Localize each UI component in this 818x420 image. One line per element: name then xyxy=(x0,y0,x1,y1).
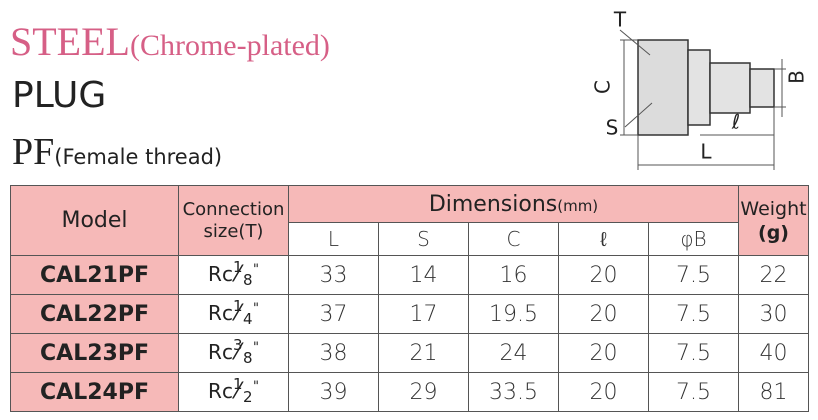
fraction-slash: ⁄ xyxy=(235,379,240,405)
weight-label: Weight xyxy=(740,197,807,220)
dimensions-unit: (mm) xyxy=(557,196,599,215)
model: CAL21PF xyxy=(10,255,179,295)
dimension-value: 33 xyxy=(288,255,379,295)
dimension-value: 21 xyxy=(378,333,469,373)
dimension-value: 14 xyxy=(378,255,469,295)
fraction: 1 ⁄ 8 xyxy=(233,258,253,290)
fraction: 1 ⁄ 2 xyxy=(233,375,253,407)
label-l: L xyxy=(700,140,712,164)
dimension-value: 29 xyxy=(378,372,469,412)
label-t: T xyxy=(613,8,627,32)
label-c: C xyxy=(591,80,615,94)
dimension-header: φB xyxy=(648,222,739,256)
dimension-value: 38 xyxy=(288,333,379,373)
type-note: (Female thread) xyxy=(54,145,223,169)
denominator: 8 xyxy=(242,271,253,290)
connection: Rc 1 ⁄ 2 " xyxy=(178,372,289,412)
dimension-header: S xyxy=(378,222,469,256)
data-row: CAL22PF Rc 1 ⁄ 4 " 37 17 19.5 20 7.5 30 xyxy=(10,294,809,334)
data-row: CAL21PF Rc 1 ⁄ 8 " 33 14 16 20 7.5 22 xyxy=(10,255,809,295)
fraction: 3 ⁄ 8 xyxy=(233,336,253,368)
weight-header: Weight (g) xyxy=(738,185,809,256)
dimension-value: 24 xyxy=(468,333,559,373)
fraction-slash: ⁄ xyxy=(235,340,240,366)
numerator: 1 xyxy=(232,297,243,316)
spec-table: Model Connection size(T) Dimensions(mm) Weig… xyxy=(10,185,809,412)
weight: 30 xyxy=(738,294,809,334)
connection-header-line: size(T) xyxy=(203,220,264,242)
inch-mark: " xyxy=(252,262,259,278)
dimensions-label: Dimensions xyxy=(428,191,558,217)
dimension-value: 20 xyxy=(558,294,649,334)
numerator: 1 xyxy=(232,258,243,277)
model: CAL22PF xyxy=(10,294,179,334)
diagram: T C B S ℓ L xyxy=(591,8,809,170)
numerator: 3 xyxy=(232,336,243,355)
model-header: Model xyxy=(10,185,179,256)
label-l-small: ℓ xyxy=(731,110,740,134)
weight-unit: (g) xyxy=(758,221,789,244)
dimension-value: 33.5 xyxy=(468,372,559,412)
data-row: CAL24PF Rc 1 ⁄ 2 " 39 29 33.5 20 7.5 81 xyxy=(10,372,809,412)
inch-mark: " xyxy=(252,301,259,317)
connection: Rc 1 ⁄ 4 " xyxy=(178,294,289,334)
weight: 22 xyxy=(738,255,809,295)
connection-prefix: Rc xyxy=(208,378,233,403)
data-row: CAL23PF Rc 3 ⁄ 8 " 38 21 24 20 7.5 40 xyxy=(10,333,809,373)
header-row: Model Connection size(T) Dimensions(mm) Weig… xyxy=(10,185,809,256)
subtitle: PLUG xyxy=(12,75,107,116)
dimension-value: 37 xyxy=(288,294,379,334)
denominator: 2 xyxy=(242,388,253,407)
title-line: STEEL(Chrome-plated) xyxy=(10,18,330,65)
label-s: S xyxy=(606,116,619,140)
dimension-value: 39 xyxy=(288,372,379,412)
connection-header-line: Connection xyxy=(182,198,285,220)
model: CAL24PF xyxy=(10,372,179,412)
title: STEEL xyxy=(10,19,130,64)
dimension-header: L xyxy=(288,222,379,256)
connection-prefix: Rc xyxy=(208,300,233,325)
dimension-value: 17 xyxy=(378,294,469,334)
denominator: 8 xyxy=(242,349,253,368)
connection-prefix: Rc xyxy=(208,261,233,286)
type-line: PF(Female thread) xyxy=(12,130,222,174)
model: CAL23PF xyxy=(10,333,179,373)
dimension-value: 7.5 xyxy=(648,255,739,295)
fraction-slash: ⁄ xyxy=(235,262,240,288)
connection: Rc 3 ⁄ 8 " xyxy=(178,333,289,373)
connection: Rc 1 ⁄ 8 " xyxy=(178,255,289,295)
dimension-value: 20 xyxy=(558,333,649,373)
dimension-header: ℓ xyxy=(558,222,649,256)
dimension-value: 7.5 xyxy=(648,333,739,373)
label-b: B xyxy=(785,70,809,84)
title-note: (Chrome-plated) xyxy=(129,29,330,62)
type: PF xyxy=(12,131,55,173)
inch-mark: " xyxy=(252,340,259,356)
inch-mark: " xyxy=(252,379,259,395)
connection-prefix: Rc xyxy=(208,339,233,364)
dimension-value: 19.5 xyxy=(468,294,559,334)
denominator: 4 xyxy=(242,310,253,329)
dimension-value: 7.5 xyxy=(648,294,739,334)
fraction-slash: ⁄ xyxy=(235,301,240,327)
weight: 81 xyxy=(738,372,809,412)
dimension-value: 20 xyxy=(558,372,649,412)
dimension-value: 7.5 xyxy=(648,372,739,412)
dimension-value: 16 xyxy=(468,255,559,295)
dimensions-header: Dimensions(mm) xyxy=(288,185,739,223)
connection-header: Connection size(T) xyxy=(178,185,289,256)
weight: 40 xyxy=(738,333,809,373)
dimension-value: 20 xyxy=(558,255,649,295)
dimension-header: C xyxy=(468,222,559,256)
fraction: 1 ⁄ 4 xyxy=(233,297,253,329)
numerator: 1 xyxy=(232,375,243,394)
